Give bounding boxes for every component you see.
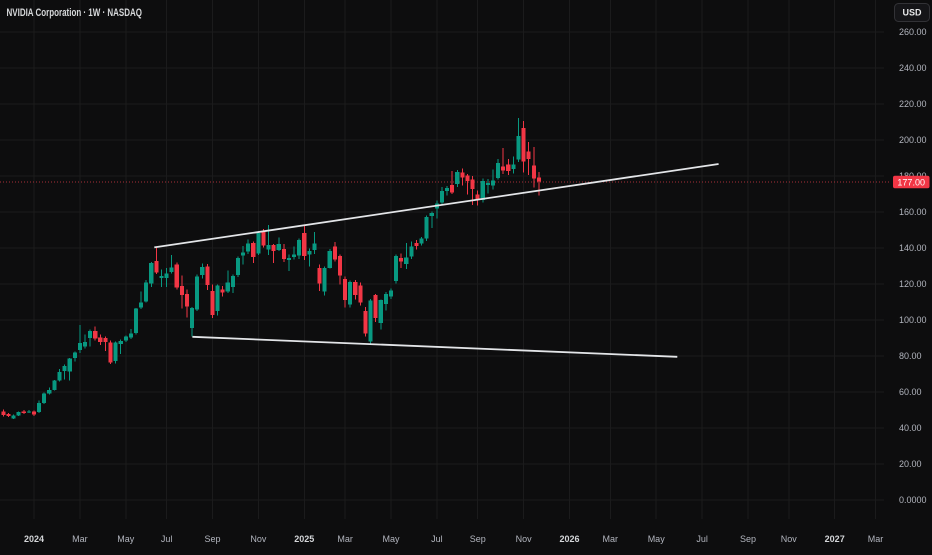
svg-text:2025: 2025 xyxy=(294,534,314,544)
svg-text:220.00: 220.00 xyxy=(899,99,927,109)
svg-text:Sep: Sep xyxy=(204,534,220,544)
svg-text:May: May xyxy=(117,534,135,544)
svg-text:2027: 2027 xyxy=(825,534,845,544)
svg-text:177.00: 177.00 xyxy=(897,177,925,187)
svg-text:NVIDIA Corporation · 1W · NASD: NVIDIA Corporation · 1W · NASDAQ xyxy=(7,7,143,19)
svg-text:260.00: 260.00 xyxy=(899,27,927,37)
svg-text:Mar: Mar xyxy=(72,534,88,544)
svg-text:160.00: 160.00 xyxy=(899,207,927,217)
svg-text:20.00: 20.00 xyxy=(899,459,922,469)
svg-text:240.00: 240.00 xyxy=(899,63,927,73)
svg-text:May: May xyxy=(382,534,400,544)
svg-text:0.0000: 0.0000 xyxy=(899,495,927,505)
svg-text:120.00: 120.00 xyxy=(899,279,927,289)
svg-text:Jul: Jul xyxy=(431,534,443,544)
svg-text:Nov: Nov xyxy=(516,534,533,544)
svg-text:40.00: 40.00 xyxy=(899,423,922,433)
svg-text:Nov: Nov xyxy=(250,534,267,544)
svg-text:Nov: Nov xyxy=(781,534,798,544)
svg-text:200.00: 200.00 xyxy=(899,135,927,145)
svg-text:2026: 2026 xyxy=(559,534,579,544)
svg-text:140.00: 140.00 xyxy=(899,243,927,253)
svg-text:Jul: Jul xyxy=(161,534,173,544)
svg-text:80.00: 80.00 xyxy=(899,351,922,361)
svg-text:2024: 2024 xyxy=(24,534,44,544)
svg-text:USD: USD xyxy=(902,8,922,18)
svg-text:Mar: Mar xyxy=(337,534,353,544)
svg-text:60.00: 60.00 xyxy=(899,387,922,397)
svg-text:Sep: Sep xyxy=(470,534,486,544)
svg-text:May: May xyxy=(648,534,666,544)
svg-text:Jul: Jul xyxy=(696,534,708,544)
svg-text:Mar: Mar xyxy=(603,534,619,544)
svg-text:Sep: Sep xyxy=(740,534,756,544)
svg-text:100.00: 100.00 xyxy=(899,315,927,325)
svg-text:Mar: Mar xyxy=(868,534,884,544)
